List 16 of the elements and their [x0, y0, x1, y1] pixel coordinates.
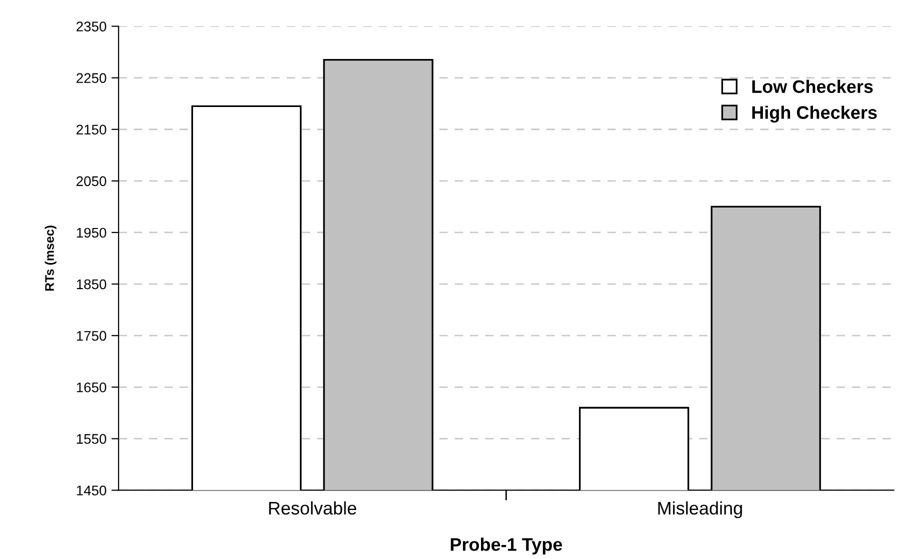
y-tick-label: 2350 — [76, 22, 106, 32]
y-tick-label: 2150 — [76, 124, 106, 135]
legend-label: Low Checkers — [752, 80, 873, 93]
x-axis-title: Probe-1 Type — [450, 538, 562, 554]
y-tick-label: 1650 — [76, 382, 106, 392]
y-tick-label: 2050 — [76, 176, 106, 186]
y-tick-label: 2250 — [76, 73, 106, 83]
legend-label: High Checkers — [752, 106, 877, 123]
y-tick-label: 1750 — [76, 330, 106, 341]
x-tick-label: Resolvable — [269, 501, 356, 515]
x-tick-label: Misleading — [658, 501, 742, 518]
y-tick-label: 1850 — [76, 279, 106, 290]
y-tick-label: 1550 — [76, 434, 106, 444]
y-tick-label: 1950 — [76, 228, 106, 238]
y-axis-title: RTs (msec) — [44, 226, 56, 291]
y-tick-label: 1450 — [76, 486, 106, 496]
